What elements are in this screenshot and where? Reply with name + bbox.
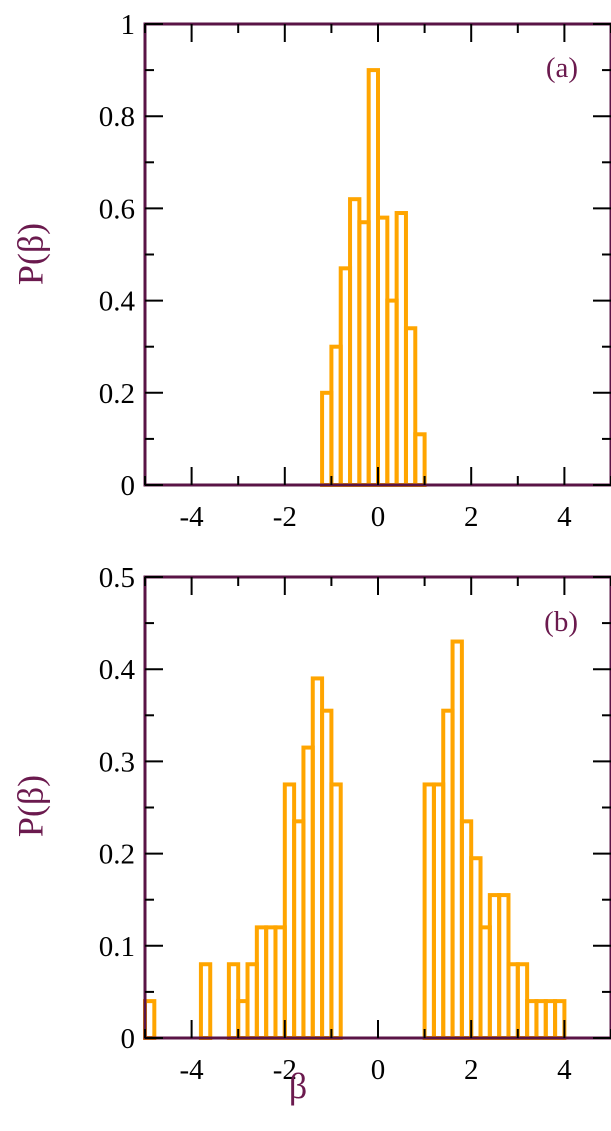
y-tick-label: 0.4 <box>99 286 136 318</box>
histogram-bar <box>413 432 427 488</box>
plot-frame <box>143 575 611 1040</box>
x-tick-label: 2 <box>464 501 479 533</box>
x-tick-label: 2 <box>464 1054 479 1086</box>
y-axis-title: P(β) <box>10 775 50 837</box>
panel-b: -4 -2 0 2 4 0 0.1 0.2 0.3 0.4 0.5 P(β) β (b) <box>10 562 611 1106</box>
y-axis-title: P(β) <box>10 223 50 285</box>
y-tick-label: 0.2 <box>99 839 135 871</box>
x-tick-label: 4 <box>557 1054 572 1086</box>
y-tick-label: 0.6 <box>99 193 135 225</box>
histogram-bars <box>320 68 427 488</box>
x-tick-label: 0 <box>371 501 386 533</box>
y-tick-label: 0.5 <box>99 562 135 594</box>
panel-a: -4 -2 0 2 4 0 0.2 0.4 0.6 0.8 1 P(β) (a) <box>10 9 611 533</box>
y-tick-label: 0.1 <box>99 931 135 963</box>
y-tick-label: 0 <box>121 1023 136 1055</box>
histogram-bar <box>553 999 567 1040</box>
panel-label: (a) <box>546 52 578 84</box>
histogram-bar <box>329 782 343 1041</box>
x-tick-label: -2 <box>273 501 297 533</box>
x-tick-label: 4 <box>557 501 572 533</box>
y-tick-label: 0 <box>121 470 136 502</box>
x-tick-label: -2 <box>273 1054 297 1086</box>
y-tick-label: 0.4 <box>99 654 136 686</box>
y-tick-label: 0.3 <box>99 746 135 778</box>
panel-label: (b) <box>544 606 578 638</box>
y-tick-label: 1 <box>121 9 136 41</box>
y-tick-label: 0.8 <box>99 101 135 133</box>
x-tick-label: -4 <box>180 501 205 533</box>
x-tick-label: 0 <box>371 1054 386 1086</box>
histogram-bars <box>143 639 567 1041</box>
histogram-bar <box>198 962 213 1040</box>
y-tick-label: 0.2 <box>99 378 135 410</box>
x-axis-title: β <box>289 1066 307 1106</box>
x-tick-label: -4 <box>180 1054 205 1086</box>
